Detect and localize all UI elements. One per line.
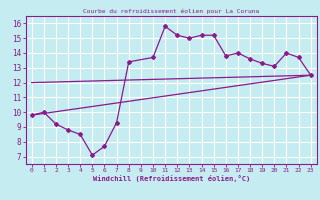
Title: Courbe du refroidissement éolien pour La Coruna: Courbe du refroidissement éolien pour La…: [83, 9, 259, 14]
X-axis label: Windchill (Refroidissement éolien,°C): Windchill (Refroidissement éolien,°C): [92, 175, 250, 182]
